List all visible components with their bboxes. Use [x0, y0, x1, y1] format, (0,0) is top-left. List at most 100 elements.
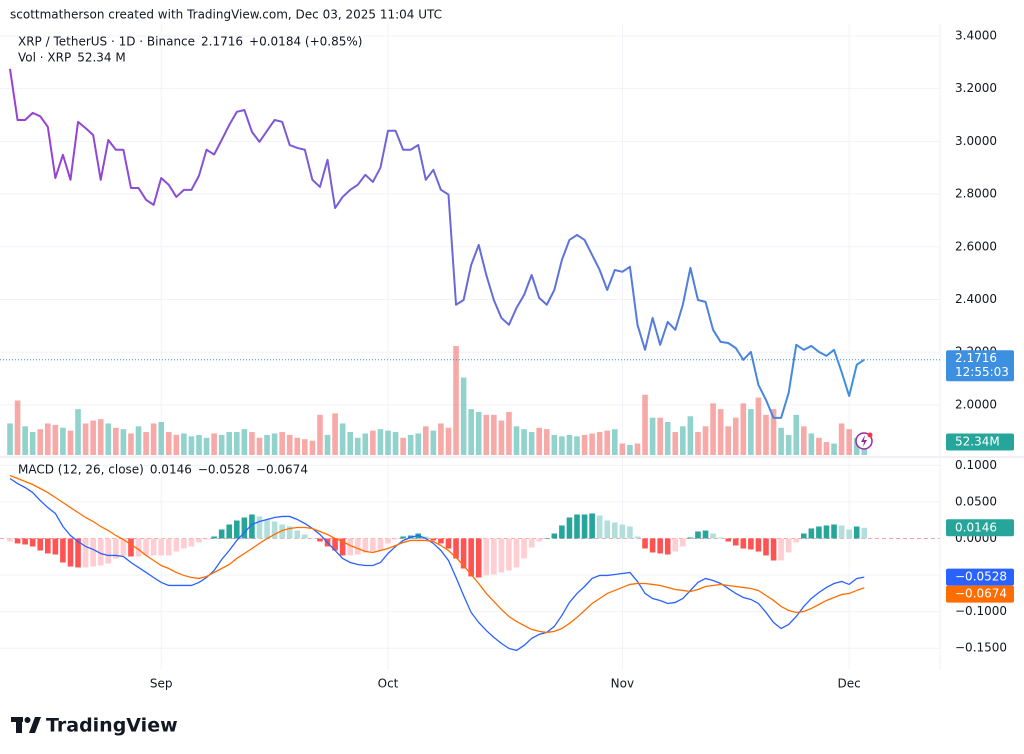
volume-bar [808, 433, 815, 455]
histogram-bar [279, 524, 285, 539]
histogram-bar [75, 538, 81, 568]
volume-bar [407, 434, 414, 455]
volume-bar [14, 400, 21, 455]
volume-bar [763, 414, 769, 455]
histogram-bar [423, 536, 429, 539]
volume-bar [604, 430, 611, 455]
volume-bar [135, 426, 142, 455]
histogram-bar [574, 514, 580, 539]
histogram-bar [67, 538, 74, 567]
volume-bar [362, 433, 369, 455]
volume-bar [702, 426, 709, 455]
volume-bar [748, 409, 754, 455]
histogram-bar [135, 538, 142, 557]
volume-bar [664, 422, 671, 455]
histogram-bar [755, 538, 762, 552]
price-badge: 2.1716 [955, 351, 997, 365]
volume-bar [846, 429, 852, 455]
volume-bar [196, 434, 202, 455]
y-tick-label: 3.0000 [955, 134, 997, 148]
volume-bar [755, 397, 762, 455]
histogram-bar [286, 526, 293, 539]
histogram-bar [370, 538, 376, 552]
volume-bar [400, 437, 406, 455]
volume-bar [249, 432, 255, 455]
volume-bar [113, 427, 119, 455]
price-badge: 12:55:03 [955, 365, 1009, 379]
volume-bar [453, 346, 459, 455]
price-badge-bg [946, 350, 1014, 382]
volume-bar [634, 443, 641, 455]
histogram-bar [785, 538, 792, 553]
histogram-bar [596, 515, 603, 539]
histogram-bar [7, 538, 13, 542]
legend-volume-value: 52.34 M [77, 51, 126, 65]
histogram-bar [294, 530, 301, 539]
x-tick-label: Dec [838, 677, 861, 691]
volume-bar [853, 437, 860, 455]
volume-bar [566, 434, 573, 455]
volume-bar [7, 423, 13, 455]
histogram-bar [354, 538, 361, 555]
volume-bar [642, 394, 648, 455]
histogram-bar [838, 525, 845, 539]
volume-bar [188, 436, 195, 455]
histogram-bar [226, 524, 233, 539]
legend-histogram-value: 0.0146 [150, 463, 192, 477]
histogram-bar [97, 538, 104, 566]
volume-bar [619, 443, 626, 455]
histogram-bar [173, 538, 180, 552]
brand-name: TradingView [46, 715, 178, 737]
alert-icon [855, 432, 873, 450]
histogram-bar [362, 538, 369, 553]
volume-bar [150, 423, 157, 455]
logo-stem [16, 717, 22, 733]
volume-bar [82, 423, 89, 455]
volume-bar [687, 416, 694, 455]
volume-bar [574, 436, 580, 455]
volume-bar [158, 422, 164, 455]
volume-bar [52, 424, 59, 455]
histogram-bar [234, 520, 240, 539]
histogram-bar [619, 524, 626, 539]
histogram-bar [543, 538, 550, 539]
volume-bar [105, 423, 112, 455]
histogram-bar [581, 514, 588, 539]
histogram-bar [861, 527, 868, 539]
histogram-bar [113, 538, 119, 559]
histogram-bar [453, 538, 459, 559]
histogram-bar [52, 538, 59, 555]
histogram-bar [82, 538, 89, 568]
histogram-bar [347, 538, 353, 556]
volume-bar [173, 434, 180, 455]
histogram-bar [778, 538, 784, 561]
legend-symbol: XRP / TetherUS · 1D · Binance [18, 35, 195, 49]
volume-bar [838, 423, 845, 455]
histogram-bar [748, 538, 754, 550]
histogram-bar [612, 522, 618, 539]
volume-bar [581, 434, 588, 455]
histogram-bar [823, 525, 830, 539]
volume-bar [203, 437, 210, 455]
volume-bar [710, 403, 716, 455]
volume-bar [45, 423, 51, 455]
macd-badge: −0.0528 [955, 570, 1007, 584]
volume-bar [354, 437, 361, 455]
volume-bar [475, 411, 482, 455]
volume-bar [324, 434, 331, 455]
histogram-bar [559, 525, 565, 539]
histogram-bar [400, 536, 406, 539]
x-tick-label: Oct [378, 677, 399, 691]
histogram-bar [241, 517, 248, 539]
histogram-bar [740, 538, 747, 549]
volume-bar [37, 429, 44, 455]
histogram-bar [808, 528, 815, 539]
histogram-bar [90, 538, 96, 567]
volume-bar [392, 432, 399, 455]
volume-bar [347, 432, 353, 455]
volume-bar [75, 409, 81, 455]
volume-bar [445, 427, 452, 455]
histogram-bar [657, 538, 663, 554]
